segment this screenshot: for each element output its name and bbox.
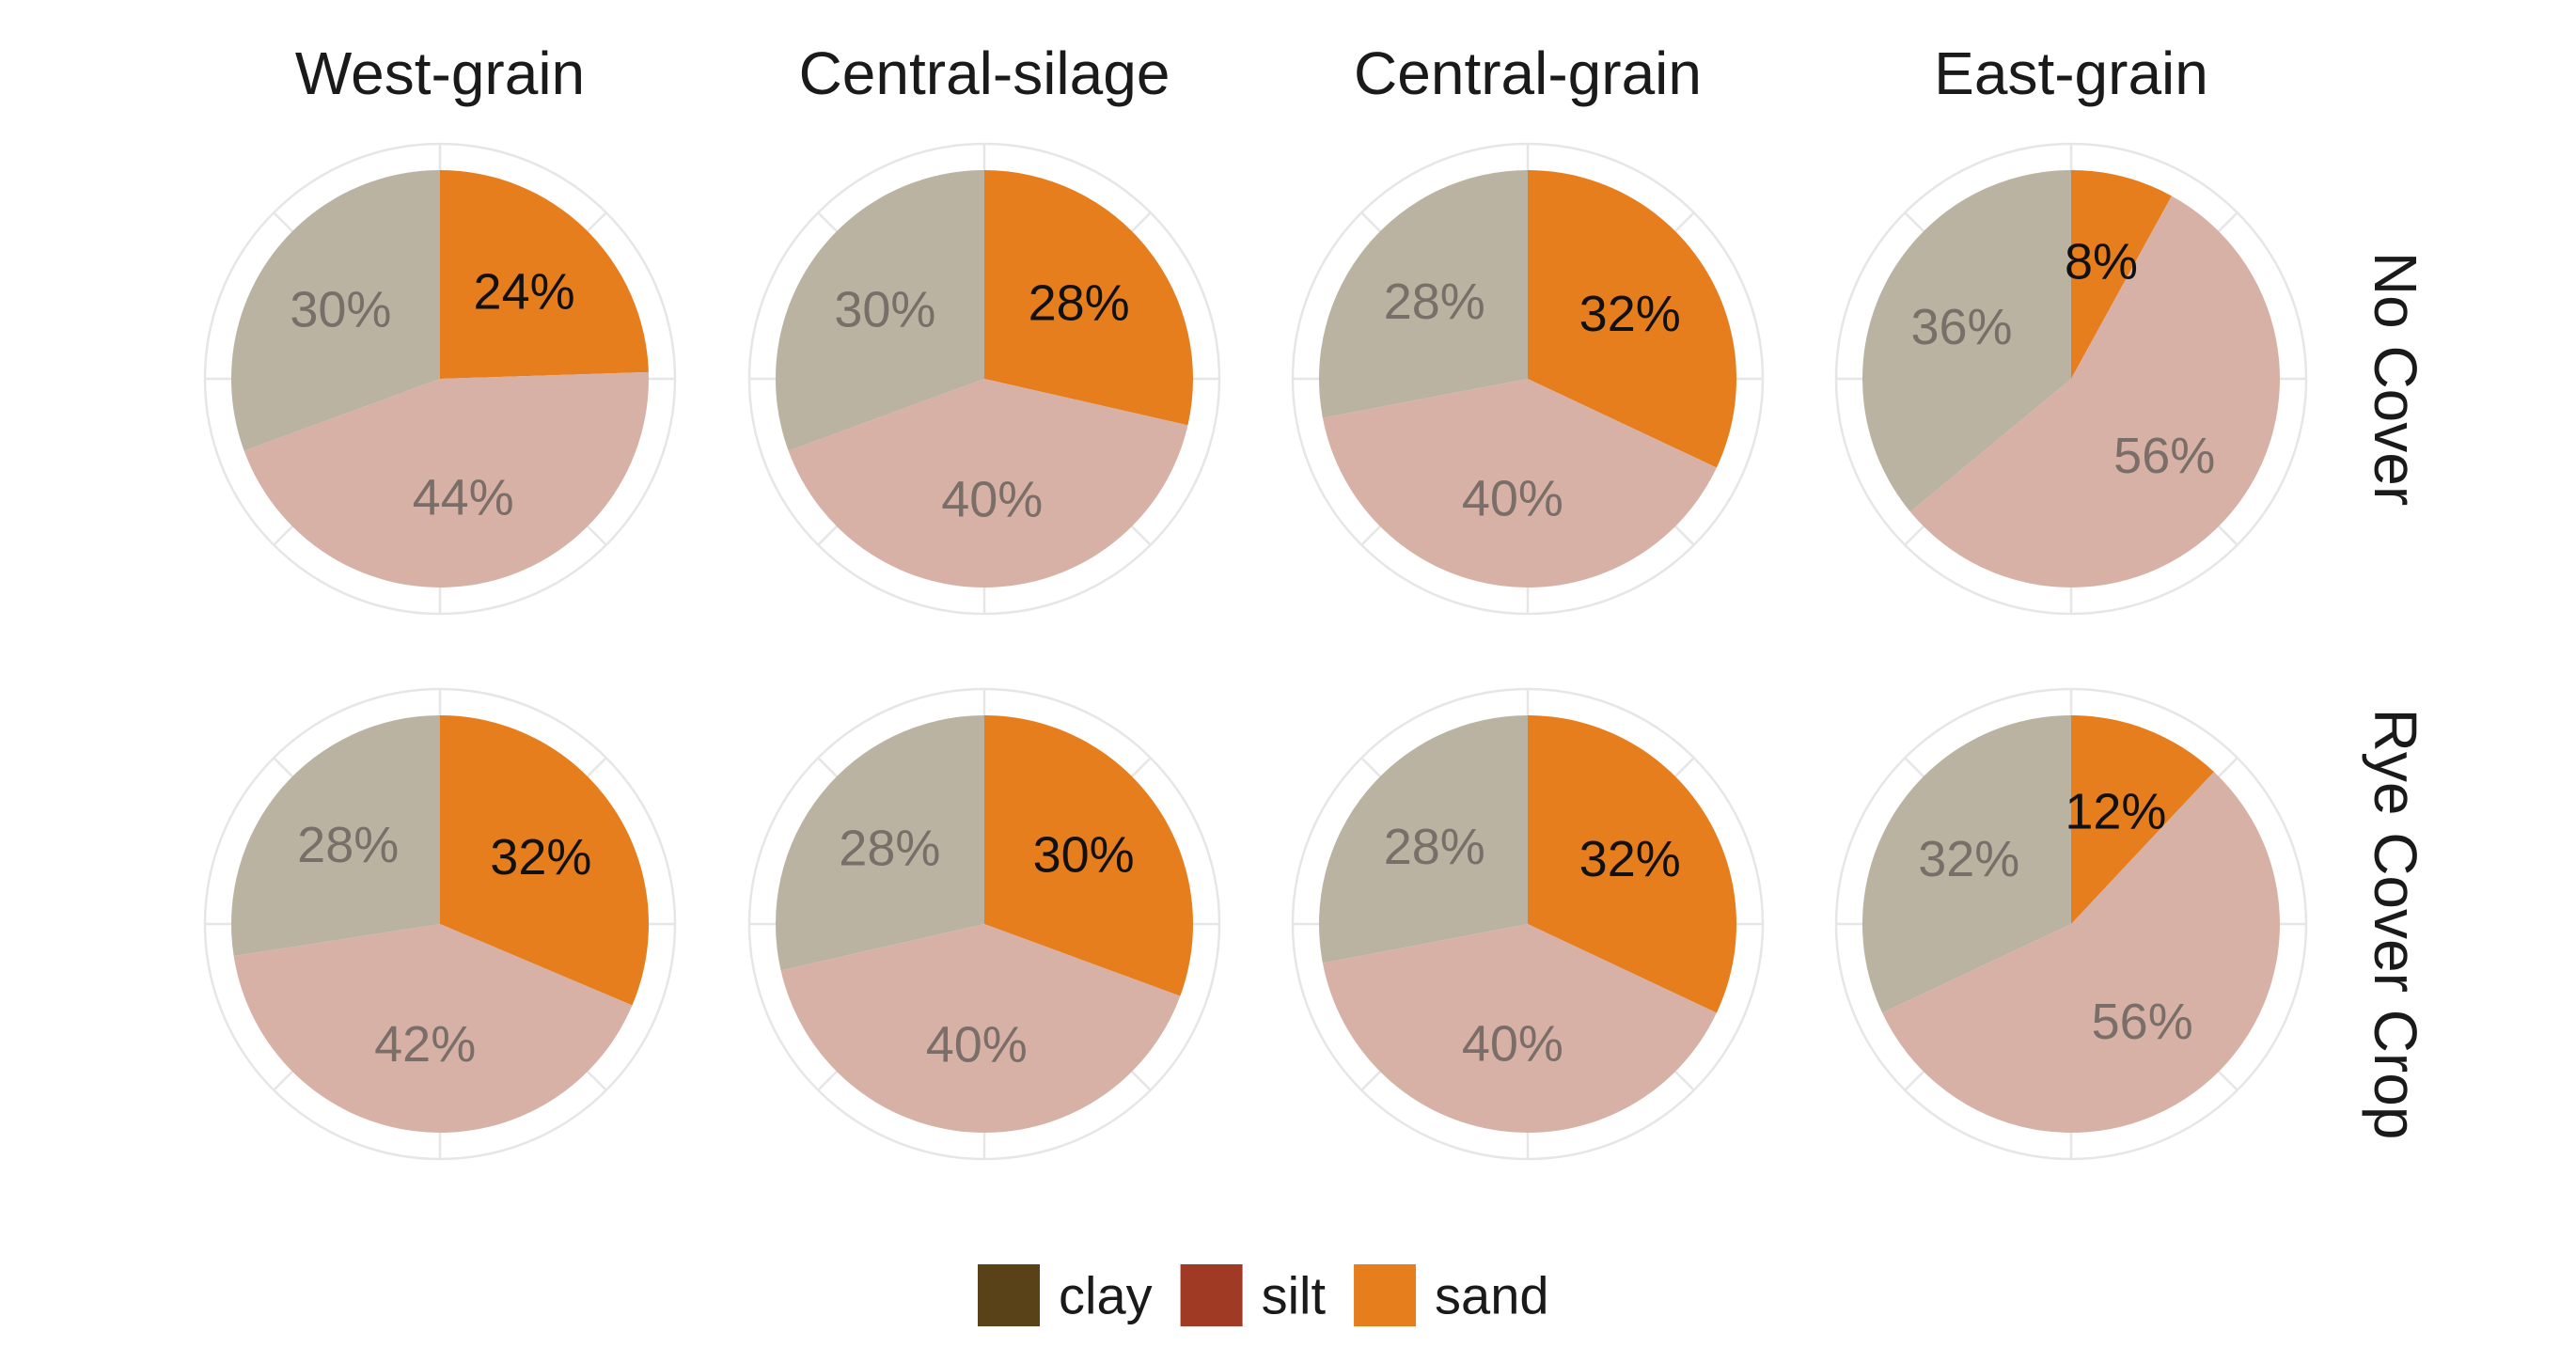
pie-slice-silt [1322, 924, 1717, 1133]
slice-label-silt: 40% [941, 472, 1043, 528]
pie-slice-sand [2071, 715, 2214, 924]
pie-panel-no-cover-central-silage: 28% 40% 30% [747, 142, 1221, 616]
slice-label-silt: 44% [413, 469, 514, 525]
column-title-central-silage: Central-silage [799, 39, 1170, 107]
pie-slice-clay [231, 715, 440, 957]
slice-label-sand: 8% [2065, 233, 2138, 290]
column-title-central-grain: Central-grain [1354, 39, 1702, 107]
slice-label-clay: 28% [1384, 274, 1485, 330]
slice-label-silt: 56% [2092, 994, 2193, 1050]
slice-label-clay: 28% [297, 817, 399, 873]
slice-label-sand: 24% [474, 264, 575, 321]
slice-label-sand: 12% [2065, 783, 2166, 839]
slice-label-silt: 40% [926, 1017, 1028, 1073]
slice-label-clay: 28% [839, 821, 940, 877]
legend-item-silt: silt [1180, 1264, 1327, 1326]
slice-label-sand: 28% [1029, 275, 1130, 332]
legend-label-sand: sand [1435, 1266, 1548, 1325]
pie-slices [231, 715, 649, 1133]
slice-label-silt: 42% [374, 1016, 476, 1073]
pie-slice-silt [233, 924, 633, 1133]
column-title-east-grain: East-grain [1934, 39, 2208, 107]
column-titles: West-grain Central-silage Central-grain Eas… [295, 39, 2208, 107]
legend-key-sand [1354, 1264, 1417, 1326]
pie-panels: 24% 44% 30% 28% 40% 30% 32% 40% 28% 8% 56% 36% 32% 42… [203, 142, 2308, 1161]
pie-slice-sand [1528, 715, 1736, 1013]
slice-labels: 24% 44% 30% [290, 264, 574, 526]
slice-label-sand: 30% [1033, 826, 1135, 883]
pie-slices [1862, 170, 2281, 588]
pie-slices [1862, 715, 2281, 1134]
pie-slice-silt [788, 379, 1188, 588]
pie-slice-clay [1862, 715, 2071, 1013]
pie-slice-sand [440, 715, 649, 1006]
row-strip-labels: No Cover Rye Cover Crop [2362, 252, 2429, 1140]
slice-label-clay: 28% [1384, 819, 1485, 875]
pie-slice-sand [2071, 170, 2172, 379]
slice-label-sand: 32% [490, 829, 591, 885]
slice-labels: 30% 40% 28% [839, 821, 1134, 1073]
legend: clay silt sand [978, 1264, 1548, 1326]
pie-panel-rye-cover-crop-west-grain: 32% 42% 28% [203, 687, 677, 1161]
slice-label-silt: 40% [1462, 471, 1563, 527]
pie-slice-sand [1528, 170, 1736, 468]
pie-panel-no-cover-east-grain: 8% 56% 36% [1834, 142, 2308, 616]
pie-slice-clay [231, 170, 440, 451]
slice-labels: 32% 42% 28% [297, 817, 591, 1073]
legend-label-clay: clay [1059, 1266, 1153, 1325]
pie-slices [1318, 170, 1736, 588]
pie-slice-clay [1862, 170, 2071, 512]
pie-slices [776, 715, 1193, 1133]
pie-panel-no-cover-west-grain: 24% 44% 30% [203, 142, 677, 616]
pie-slice-clay [776, 170, 984, 451]
pie-slice-clay [1318, 715, 1528, 964]
pie-slices [1318, 715, 1736, 1133]
pie-slice-clay [776, 715, 984, 971]
pie-slice-silt [1909, 196, 2281, 588]
slice-labels: 12% 56% 32% [1918, 783, 2192, 1050]
pie-slice-clay [1318, 170, 1528, 418]
pie-slices [776, 170, 1193, 588]
slice-label-clay: 32% [1918, 831, 2019, 887]
slice-label-clay: 30% [290, 281, 391, 337]
slice-labels: 32% 40% 28% [1384, 819, 1681, 1073]
pie-slice-sand [984, 170, 1193, 426]
slice-labels: 32% 40% 28% [1384, 274, 1681, 527]
slice-label-clay: 36% [1910, 299, 2012, 355]
row-strip-no-cover: No Cover [2362, 252, 2429, 506]
slice-label-clay: 30% [834, 281, 935, 337]
legend-item-sand: sand [1354, 1264, 1548, 1326]
pie-panel-rye-cover-crop-central-silage: 30% 40% 28% [747, 687, 1221, 1161]
pie-slice-silt [1882, 772, 2281, 1134]
pie-slice-sand [984, 715, 1193, 996]
slice-label-silt: 56% [2113, 428, 2215, 484]
column-title-west-grain: West-grain [295, 39, 585, 107]
slice-labels: 8% 56% 36% [1910, 233, 2215, 484]
legend-key-silt [1180, 1264, 1243, 1326]
slice-label-sand: 32% [1579, 286, 1681, 342]
pie-slice-silt [1322, 379, 1717, 588]
pie-panel-no-cover-central-grain: 32% 40% 28% [1291, 142, 1765, 616]
legend-label-silt: silt [1262, 1266, 1327, 1325]
legend-item-clay: clay [978, 1264, 1153, 1326]
pie-slice-silt [243, 371, 650, 588]
slice-labels: 28% 40% 30% [834, 275, 1129, 528]
slice-label-silt: 40% [1462, 1016, 1563, 1073]
pie-slices [231, 170, 650, 588]
pie-slice-sand [440, 170, 649, 379]
pie-panel-rye-cover-crop-east-grain: 12% 56% 32% [1834, 687, 2308, 1161]
legend-key-clay [978, 1264, 1040, 1326]
slice-label-sand: 32% [1579, 831, 1681, 887]
pie-slice-silt [780, 924, 1181, 1133]
pie-panel-rye-cover-crop-central-grain: 32% 40% 28% [1291, 687, 1765, 1161]
row-strip-rye-cover-crop: Rye Cover Crop [2362, 709, 2429, 1140]
